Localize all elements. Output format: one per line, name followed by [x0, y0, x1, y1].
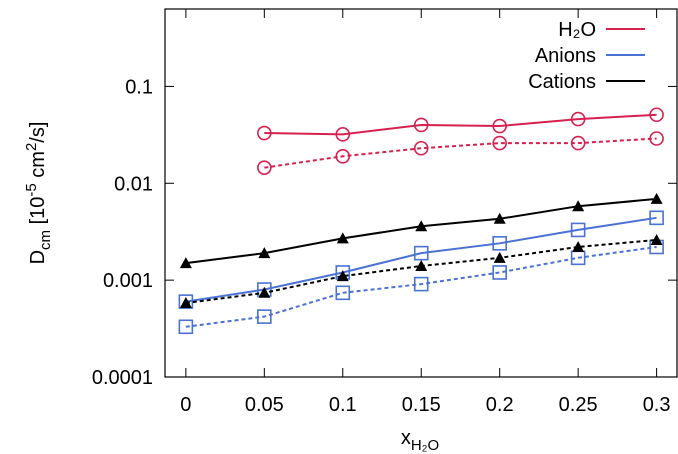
- marker: [415, 259, 428, 271]
- y-label-sup: -5: [23, 183, 40, 196]
- x-tick-label: 0.2: [486, 394, 514, 416]
- marker: [258, 286, 271, 298]
- x-label-sub: H₂O: [411, 437, 439, 454]
- marker: [492, 236, 507, 251]
- y-label-part: D: [27, 250, 49, 264]
- legend-label: H₂O: [558, 19, 596, 41]
- y-label-part: [10: [27, 197, 49, 230]
- marker: [650, 233, 663, 245]
- marker: [335, 148, 351, 164]
- marker: [570, 222, 586, 238]
- marker: [336, 232, 349, 244]
- y-tick-label: 0.1: [125, 76, 153, 98]
- marker: [492, 265, 507, 280]
- marker: [336, 270, 349, 282]
- series-line: [264, 113, 657, 136]
- marker: [413, 140, 429, 156]
- marker: [572, 240, 585, 252]
- marker: [258, 247, 271, 259]
- marker: [179, 297, 192, 309]
- marker: [178, 294, 194, 309]
- x-tick-label: 0.3: [643, 394, 671, 416]
- marker: [649, 210, 664, 226]
- marker: [413, 245, 429, 261]
- marker: [335, 127, 351, 142]
- marker: [570, 135, 586, 151]
- x-tick-label: 0.1: [329, 394, 357, 416]
- series-line: [185, 245, 657, 328]
- y-label-sup: 2: [23, 143, 40, 151]
- y-label-part: cm: [27, 151, 49, 183]
- y-label-sub: cm: [37, 230, 54, 250]
- marker: [257, 309, 272, 324]
- marker: [572, 200, 585, 212]
- marker: [492, 135, 507, 151]
- marker: [178, 319, 194, 335]
- marker: [257, 125, 272, 141]
- legend-label: Cations: [528, 71, 596, 93]
- y-tick-label: 0.0001: [92, 367, 153, 389]
- marker: [649, 131, 664, 146]
- marker: [179, 257, 192, 269]
- y-axis-label: Dcm [10-5 cm2/s]: [23, 122, 54, 265]
- y-tick-label: 0.01: [114, 173, 153, 195]
- series-line: [264, 137, 657, 169]
- series-line: [185, 238, 657, 305]
- y-tick-label: 0.001: [103, 270, 153, 292]
- marker: [650, 192, 663, 204]
- marker: [413, 117, 429, 133]
- x-axis-label: xH₂O: [401, 427, 439, 454]
- marker: [570, 111, 586, 127]
- x-tick-label: 0.05: [245, 394, 284, 416]
- marker: [649, 107, 664, 123]
- x-tick-label: 0.15: [402, 394, 441, 416]
- x-tick-label: 0: [180, 394, 191, 416]
- marker: [335, 285, 351, 301]
- marker: [413, 276, 429, 292]
- marker: [493, 251, 506, 263]
- y-label-part: /s]: [27, 122, 49, 143]
- plot-frame: [164, 8, 678, 378]
- marker: [493, 212, 506, 224]
- x-tick-label: 0.25: [559, 394, 598, 416]
- marker: [492, 118, 507, 134]
- marker: [257, 160, 272, 175]
- marker: [415, 220, 428, 232]
- legend-label: Anions: [535, 45, 596, 67]
- x-label-part: x: [401, 427, 411, 449]
